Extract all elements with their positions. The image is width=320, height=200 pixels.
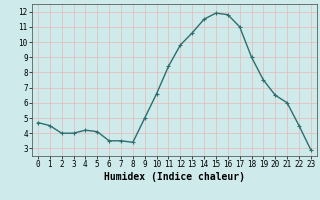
X-axis label: Humidex (Indice chaleur): Humidex (Indice chaleur)	[104, 172, 245, 182]
